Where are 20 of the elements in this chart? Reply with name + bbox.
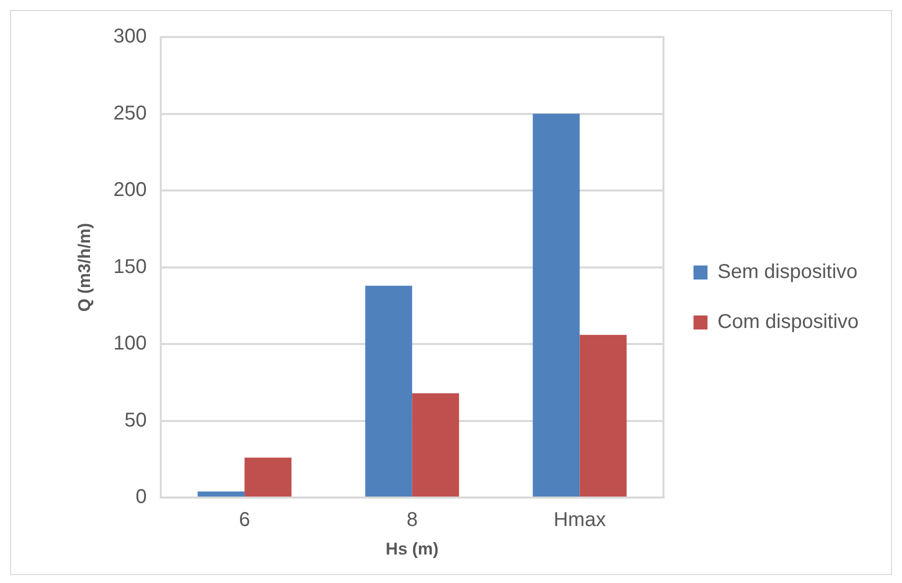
bar [244,458,292,497]
bar [412,393,460,497]
y-tick-label: 250 [113,102,147,124]
y-tick-label: 300 [113,26,147,48]
bar [580,334,627,497]
bar [365,286,412,497]
y-tick-label: 100 [113,332,147,355]
bar [198,491,245,497]
x-tick-label: 8 [406,509,418,532]
y-tick-label: 0 [136,486,147,508]
y-tick-label: 50 [124,409,147,432]
x-axis-title: Hs (m) [386,539,439,558]
legend-label: Sem dispositivo [718,261,858,284]
bar [532,114,580,497]
y-tick-label: 200 [113,179,147,202]
y-tick-label: 150 [113,256,147,278]
x-tick-label: Hmax [554,509,606,532]
legend-label: Com dispositivo [718,311,859,334]
y-axis-title: Q (m3/h/m) [74,222,94,312]
x-tick-label: 6 [238,509,250,532]
